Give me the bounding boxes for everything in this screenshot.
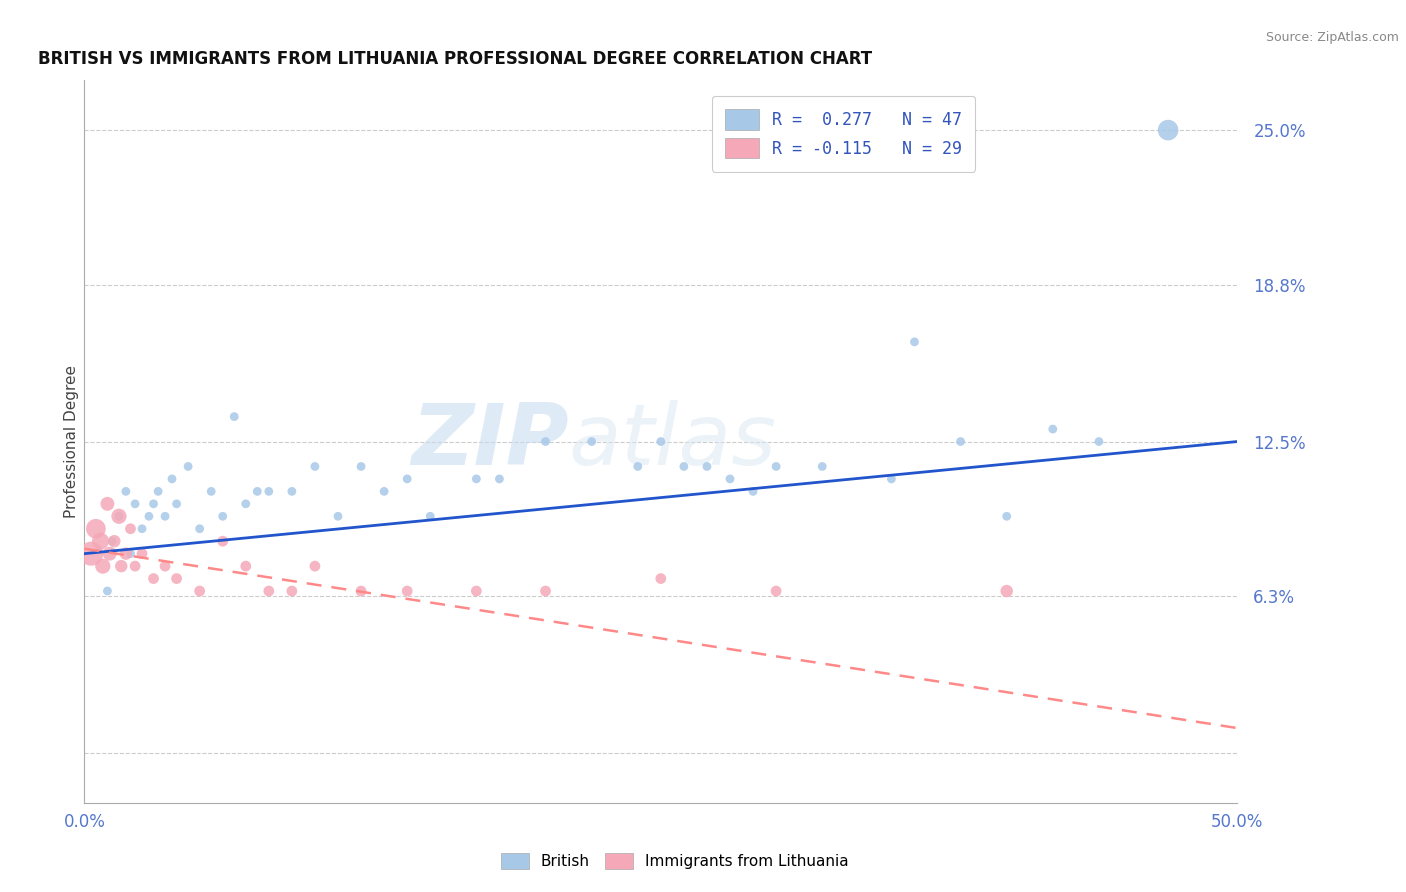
Point xyxy=(880,472,903,486)
Point xyxy=(534,434,557,449)
Point xyxy=(326,509,349,524)
Point xyxy=(534,584,557,599)
Point xyxy=(1088,434,1111,449)
Point xyxy=(166,572,188,586)
Point xyxy=(115,484,138,499)
Point xyxy=(650,434,672,449)
Text: ZIP: ZIP xyxy=(411,400,568,483)
Point xyxy=(235,559,257,574)
Point xyxy=(696,459,718,474)
Point xyxy=(419,509,441,524)
Point xyxy=(350,584,373,599)
Point xyxy=(115,547,138,561)
Point xyxy=(465,472,488,486)
Point xyxy=(235,497,257,511)
Point xyxy=(396,584,419,599)
Point xyxy=(995,584,1018,599)
Point xyxy=(765,459,787,474)
Point xyxy=(1042,422,1064,436)
Legend: R =  0.277   N = 47, R = -0.115   N = 29: R = 0.277 N = 47, R = -0.115 N = 29 xyxy=(711,95,976,171)
Point xyxy=(89,534,111,549)
Point xyxy=(101,534,124,549)
Point xyxy=(120,522,142,536)
Point xyxy=(396,472,419,486)
Point xyxy=(224,409,246,424)
Point xyxy=(350,459,373,474)
Point xyxy=(246,484,269,499)
Point xyxy=(304,559,326,574)
Point xyxy=(80,547,103,561)
Point xyxy=(131,522,153,536)
Point xyxy=(650,572,672,586)
Point xyxy=(160,472,183,486)
Point xyxy=(903,334,925,349)
Point xyxy=(304,459,326,474)
Point xyxy=(96,497,118,511)
Point xyxy=(281,584,304,599)
Point xyxy=(373,484,395,499)
Text: Source: ZipAtlas.com: Source: ZipAtlas.com xyxy=(1265,31,1399,45)
Point xyxy=(146,484,169,499)
Point xyxy=(138,509,160,524)
Point xyxy=(96,584,118,599)
Point xyxy=(131,547,153,561)
Point xyxy=(142,572,165,586)
Point xyxy=(257,484,280,499)
Point xyxy=(188,584,211,599)
Point xyxy=(488,472,510,486)
Point xyxy=(211,534,233,549)
Point xyxy=(718,472,741,486)
Point xyxy=(84,522,107,536)
Point xyxy=(465,584,488,599)
Point xyxy=(91,559,114,574)
Point xyxy=(257,584,280,599)
Point xyxy=(177,459,200,474)
Point xyxy=(108,509,131,524)
Text: BRITISH VS IMMIGRANTS FROM LITHUANIA PROFESSIONAL DEGREE CORRELATION CHART: BRITISH VS IMMIGRANTS FROM LITHUANIA PRO… xyxy=(38,50,872,68)
Point xyxy=(153,509,176,524)
Point xyxy=(142,497,165,511)
Point xyxy=(110,559,132,574)
Point xyxy=(949,434,972,449)
Point xyxy=(581,434,603,449)
Point xyxy=(98,547,121,561)
Point xyxy=(1157,123,1180,137)
Point xyxy=(124,497,146,511)
Legend: British, Immigrants from Lithuania: British, Immigrants from Lithuania xyxy=(495,847,855,875)
Point xyxy=(211,509,233,524)
Y-axis label: Professional Degree: Professional Degree xyxy=(63,365,79,518)
Text: atlas: atlas xyxy=(568,400,776,483)
Point xyxy=(108,509,131,524)
Point xyxy=(188,522,211,536)
Point xyxy=(153,559,176,574)
Point xyxy=(672,459,695,474)
Point xyxy=(120,547,142,561)
Point xyxy=(124,559,146,574)
Point xyxy=(765,584,787,599)
Point xyxy=(281,484,304,499)
Point xyxy=(995,509,1018,524)
Point xyxy=(166,497,188,511)
Point xyxy=(811,459,834,474)
Point xyxy=(627,459,650,474)
Point xyxy=(742,484,765,499)
Point xyxy=(103,534,125,549)
Point xyxy=(200,484,222,499)
